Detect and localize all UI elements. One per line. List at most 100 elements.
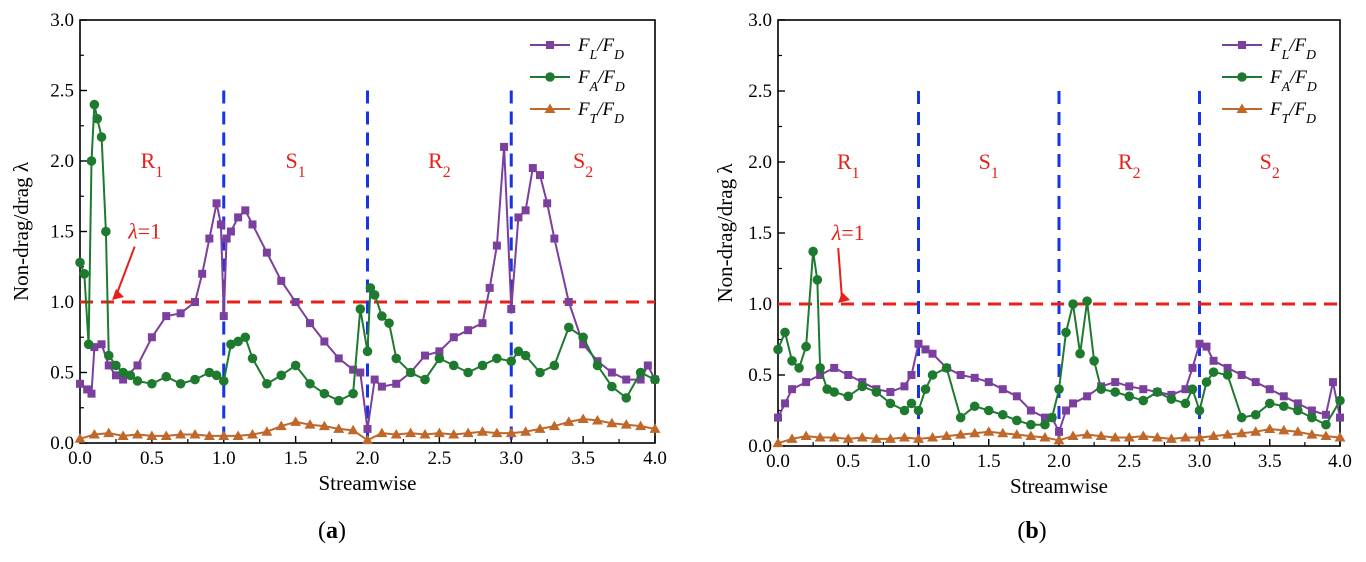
- data-point: [906, 398, 917, 409]
- legend-item-L: FL/FD: [530, 35, 624, 62]
- data-point: [79, 269, 90, 279]
- data-point: [828, 431, 840, 442]
- data-point: [1068, 299, 1078, 309]
- data-point: [514, 213, 523, 222]
- x-axis-label: Streamwise: [1010, 474, 1108, 498]
- data-point: [318, 420, 330, 431]
- data-point: [390, 429, 402, 439]
- legend-label: FA/FD: [577, 67, 625, 94]
- data-point: [843, 391, 854, 402]
- data-point: [248, 220, 257, 229]
- data-point: [290, 360, 301, 371]
- data-point: [781, 399, 790, 408]
- data-point: [1075, 348, 1085, 359]
- data-point: [1151, 431, 1163, 442]
- data-point: [1236, 412, 1247, 423]
- data-point: [1292, 426, 1304, 436]
- x-tick-label: 1.5: [977, 451, 1001, 472]
- data-point: [1089, 356, 1099, 366]
- data-point: [304, 419, 316, 429]
- data-point: [349, 365, 358, 374]
- data-point: [857, 381, 868, 392]
- data-point: [774, 413, 782, 422]
- data-point: [203, 430, 215, 440]
- data-point: [189, 429, 201, 439]
- data-point: [536, 171, 544, 180]
- data-point: [1188, 363, 1197, 372]
- data-point: [462, 427, 474, 438]
- reference-arrow-head: [838, 292, 850, 303]
- data-point: [233, 336, 243, 347]
- series-line: [79, 103, 656, 402]
- data-point: [592, 360, 603, 371]
- data-point: [376, 427, 388, 438]
- x-tick-label: 3.0: [1188, 451, 1212, 472]
- data-point: [1265, 385, 1274, 394]
- series-L: [76, 142, 659, 433]
- data-point: [290, 416, 302, 426]
- data-point: [104, 361, 113, 370]
- legend-item-L: FL/FD: [1222, 35, 1316, 62]
- data-point: [247, 353, 258, 364]
- data-point: [787, 356, 797, 366]
- reference-arrow-head: [112, 289, 124, 300]
- data-point: [1222, 370, 1233, 380]
- data-point: [492, 353, 502, 364]
- data-point: [1111, 378, 1120, 387]
- data-point: [146, 430, 158, 440]
- data-point: [636, 375, 645, 384]
- data-point: [900, 382, 909, 391]
- legend-label: FA/FD: [1269, 67, 1317, 94]
- data-point: [1180, 398, 1191, 409]
- data-point: [1222, 429, 1234, 439]
- data-point: [521, 206, 530, 215]
- data-point: [886, 388, 895, 397]
- data-point: [1251, 378, 1260, 387]
- panel-caption: (a): [318, 518, 346, 544]
- data-point: [362, 346, 373, 357]
- data-point: [96, 132, 107, 142]
- y-tick-label: 0.0: [50, 433, 74, 454]
- data-point: [1054, 384, 1064, 395]
- data-point: [175, 429, 187, 439]
- reference-label: λ=1: [831, 220, 865, 245]
- data-point: [1293, 399, 1302, 408]
- data-point: [384, 318, 394, 328]
- data-point: [548, 420, 560, 431]
- data-point: [899, 405, 910, 416]
- data-point: [198, 269, 207, 278]
- series-A: [75, 99, 660, 406]
- data-point: [1123, 431, 1135, 442]
- data-point: [1223, 363, 1232, 372]
- data-point: [1067, 430, 1079, 441]
- data-point: [97, 340, 106, 349]
- data-point: [276, 370, 287, 381]
- data-point: [232, 430, 244, 440]
- data-point: [870, 433, 882, 443]
- data-point: [1279, 392, 1288, 401]
- x-tick-label: 3.5: [571, 448, 595, 469]
- data-point: [477, 360, 488, 371]
- data-point: [435, 347, 444, 356]
- x-tick-label: 0.0: [68, 448, 92, 469]
- data-point: [505, 427, 517, 438]
- data-point: [1166, 394, 1177, 404]
- data-point: [463, 367, 473, 378]
- x-tick-label: 3.0: [499, 448, 523, 469]
- data-point: [1039, 431, 1051, 442]
- data-point: [1083, 392, 1092, 401]
- data-point: [1124, 391, 1135, 402]
- data-point: [1026, 406, 1035, 415]
- data-point: [500, 142, 509, 151]
- data-point: [491, 427, 503, 438]
- legend-item-T: FT/FD: [530, 99, 624, 126]
- data-point: [111, 371, 120, 380]
- data-point: [226, 227, 235, 236]
- data-point: [1195, 339, 1204, 348]
- data-point: [119, 375, 128, 384]
- data-point: [1110, 387, 1120, 397]
- reference-arrow: [115, 246, 136, 297]
- data-point: [74, 433, 86, 443]
- data-point: [579, 340, 588, 349]
- data-point: [132, 376, 143, 386]
